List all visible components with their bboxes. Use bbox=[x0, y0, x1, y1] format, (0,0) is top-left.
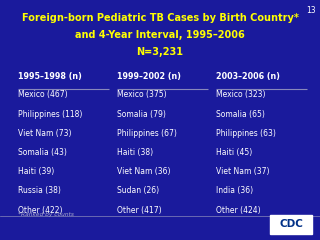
Text: and 4-Year Interval, 1995–2006: and 4-Year Interval, 1995–2006 bbox=[75, 30, 245, 40]
FancyBboxPatch shape bbox=[270, 215, 312, 234]
Text: Somalia (79): Somalia (79) bbox=[117, 110, 166, 119]
Text: Philippines (63): Philippines (63) bbox=[216, 129, 276, 138]
Text: Somalia (43): Somalia (43) bbox=[18, 148, 67, 157]
Text: Viet Nam (37): Viet Nam (37) bbox=[216, 167, 269, 176]
Text: Russia (38): Russia (38) bbox=[18, 186, 60, 195]
Text: Mexico (467): Mexico (467) bbox=[18, 90, 67, 99]
Text: Haiti (38): Haiti (38) bbox=[117, 148, 153, 157]
Text: Other (424): Other (424) bbox=[216, 206, 260, 215]
Text: Mexico (323): Mexico (323) bbox=[216, 90, 266, 99]
Text: Other (422): Other (422) bbox=[18, 206, 62, 215]
Text: India (36): India (36) bbox=[216, 186, 253, 195]
Text: Haiti (45): Haiti (45) bbox=[216, 148, 252, 157]
Text: Mexico (375): Mexico (375) bbox=[117, 90, 166, 99]
Text: CDC: CDC bbox=[279, 219, 303, 229]
Text: N=3,231: N=3,231 bbox=[137, 47, 183, 57]
Text: Other (417): Other (417) bbox=[117, 206, 161, 215]
Text: Sudan (26): Sudan (26) bbox=[117, 186, 159, 195]
Text: *Ranked by counts: *Ranked by counts bbox=[18, 212, 74, 217]
Text: Viet Nam (73): Viet Nam (73) bbox=[18, 129, 71, 138]
Text: Haiti (39): Haiti (39) bbox=[18, 167, 54, 176]
Text: 1999–2002 (n): 1999–2002 (n) bbox=[117, 72, 181, 81]
Text: 1995–1998 (n): 1995–1998 (n) bbox=[18, 72, 82, 81]
Text: 13: 13 bbox=[307, 6, 316, 15]
Text: Philippines (67): Philippines (67) bbox=[117, 129, 177, 138]
Text: Philippines (118): Philippines (118) bbox=[18, 110, 82, 119]
Text: 2003–2006 (n): 2003–2006 (n) bbox=[216, 72, 280, 81]
Text: Foreign-born Pediatric TB Cases by Birth Country*: Foreign-born Pediatric TB Cases by Birth… bbox=[21, 13, 299, 23]
Text: Somalia (65): Somalia (65) bbox=[216, 110, 265, 119]
Text: Viet Nam (36): Viet Nam (36) bbox=[117, 167, 170, 176]
